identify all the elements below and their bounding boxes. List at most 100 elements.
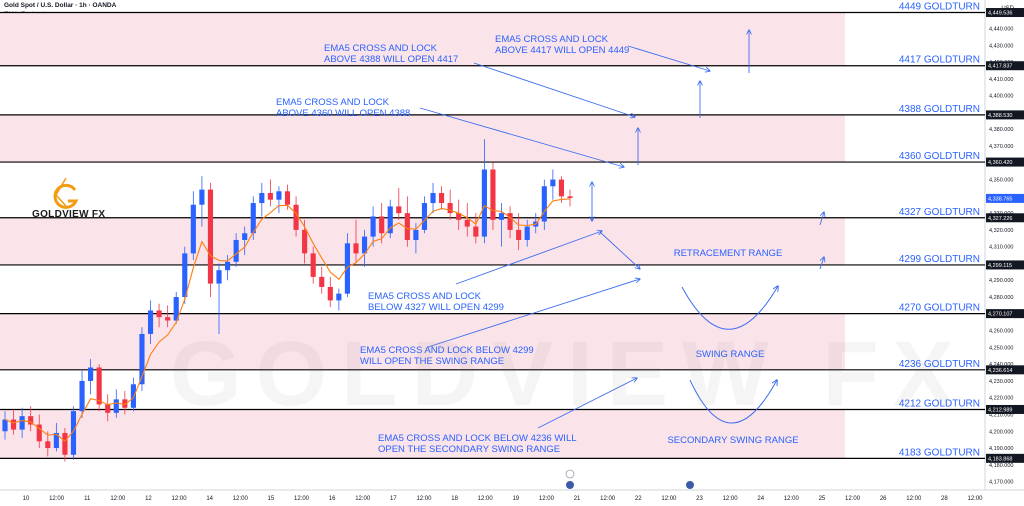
secondary-swing-range-curve [689, 380, 777, 424]
time-tick-label: 21 [574, 496, 581, 502]
candle-body [319, 276, 325, 287]
projection-arrow [819, 212, 824, 226]
candle-body [10, 419, 17, 430]
candle-body [233, 239, 239, 262]
candle-body [216, 270, 222, 284]
level-price-tag-text: 4,183.868 [988, 456, 1012, 462]
goldturn-level-label: 4299 GOLDTURN [899, 254, 980, 265]
candle-body [113, 399, 119, 413]
price-tick-label: 4,180.000 [989, 463, 1013, 469]
time-tick-label: 15 [268, 496, 275, 502]
candle-body [242, 233, 248, 240]
price-tick-label: 4,230.000 [989, 379, 1013, 385]
candle-body [336, 293, 342, 301]
time-tick-label: 12:00 [233, 496, 249, 502]
candle-body [225, 261, 231, 271]
goldturn-level-label: 4417 GOLDTURN [899, 55, 980, 66]
ema5-annotation-text: ABOVE 4360 WILL OPEN 4388 [276, 108, 410, 119]
flag-event-icon[interactable] [686, 481, 694, 489]
price-tick-label: 4,310.000 [989, 245, 1013, 251]
level-price-tag-text: 4,299.115 [988, 263, 1012, 269]
projection-arrow [537, 378, 637, 429]
level-price-tag [986, 309, 1024, 319]
level-price-tag-text: 4,236.614 [988, 368, 1012, 374]
candle-body [130, 384, 136, 408]
candle-body [396, 206, 402, 214]
goldturn-level-label: 4212 GOLDTURN [899, 398, 980, 409]
candle-body [190, 204, 196, 254]
projection-arrow [819, 257, 824, 270]
time-tick-label: 11 [84, 496, 91, 502]
range-band [0, 12, 845, 66]
candle-body [413, 229, 419, 240]
candle-body [361, 236, 368, 254]
time-tick-label: 16 [329, 496, 336, 502]
price-tick-label: 4,190.000 [989, 446, 1013, 452]
candle-body [182, 253, 188, 298]
candle-body [139, 333, 145, 385]
level-price-tag [986, 365, 1024, 375]
candle-body [79, 380, 85, 412]
time-tick-label: 12:00 [845, 496, 861, 502]
candle-body [473, 226, 479, 237]
level-price-tag-text: 4,212.989 [988, 407, 1012, 413]
price-tick-label: 4,260.000 [989, 329, 1013, 335]
price-tick-label: 4,280.000 [989, 295, 1013, 301]
goldturn-level-label: 4449 GOLDTURN [899, 2, 980, 13]
candle-body [2, 419, 8, 432]
time-tick-label: 12:00 [967, 496, 983, 502]
time-tick-label: 12:00 [906, 496, 922, 502]
ema5-annotation-text: EMA5 CROSS AND LOCK BELOW 4299 [360, 345, 534, 356]
level-price-tag [986, 157, 1024, 167]
goldturn-level-label: 4360 GOLDTURN [899, 151, 980, 162]
candle-body [173, 297, 179, 321]
flag-event-icon[interactable] [566, 481, 574, 489]
candle-body [96, 367, 102, 405]
time-tick-label: 12 [145, 496, 152, 502]
candle-body [507, 213, 513, 230]
candle-body [550, 179, 556, 187]
time-tick-label: 12:00 [784, 496, 800, 502]
candle-body [541, 186, 547, 222]
level-price-tag [986, 61, 1024, 71]
candle-body [421, 203, 428, 230]
level-price-tag-text: 4,449.536 [988, 11, 1012, 17]
candle-body [36, 424, 42, 442]
candle-body [267, 192, 273, 200]
time-tick-label: 18 [451, 496, 458, 502]
time-tick-label: 24 [757, 496, 764, 502]
time-tick-label: 25 [819, 496, 826, 502]
candle-body [122, 399, 128, 408]
price-tick-label: 4,400.000 [989, 94, 1013, 100]
time-tick-label: 12:00 [110, 496, 126, 502]
candle-body [379, 216, 385, 234]
price-tick-label: 4,170.000 [989, 480, 1013, 486]
candle-body [45, 441, 51, 449]
level-price-tag [986, 110, 1024, 120]
time-tick-label: 10 [23, 496, 30, 502]
candle-body [62, 432, 68, 455]
candle-body [199, 189, 205, 205]
candle-body [439, 192, 445, 204]
candle-body [430, 192, 436, 204]
brand-logo-icon [53, 183, 79, 209]
ema5-annotation-text: ABOVE 4388 WILL OPEN 4417 [324, 54, 458, 65]
projection-arrow [599, 231, 640, 269]
candle-body [276, 191, 282, 200]
time-tick-label: 12:00 [49, 496, 65, 502]
candle-body [105, 404, 111, 413]
range-label: SECONDARY SWING RANGE [667, 435, 798, 446]
candle-body [147, 310, 154, 334]
candle-body [165, 317, 171, 321]
candle-body [353, 243, 359, 254]
ema5-annotation-text: EMA5 CROSS AND LOCK [495, 34, 609, 45]
price-tick-label: 4,350.000 [989, 178, 1013, 184]
projection-arrow [427, 279, 640, 348]
ema5-annotation-text: WILL OPEN THE SWING RANGE [360, 356, 504, 367]
range-label: RETRACEMENT RANGE [674, 248, 783, 259]
candle-body [447, 203, 453, 214]
event-marker-icon[interactable] [565, 469, 575, 479]
price-tick-label: 4,220.000 [989, 396, 1013, 402]
projection-arrow [455, 231, 602, 285]
